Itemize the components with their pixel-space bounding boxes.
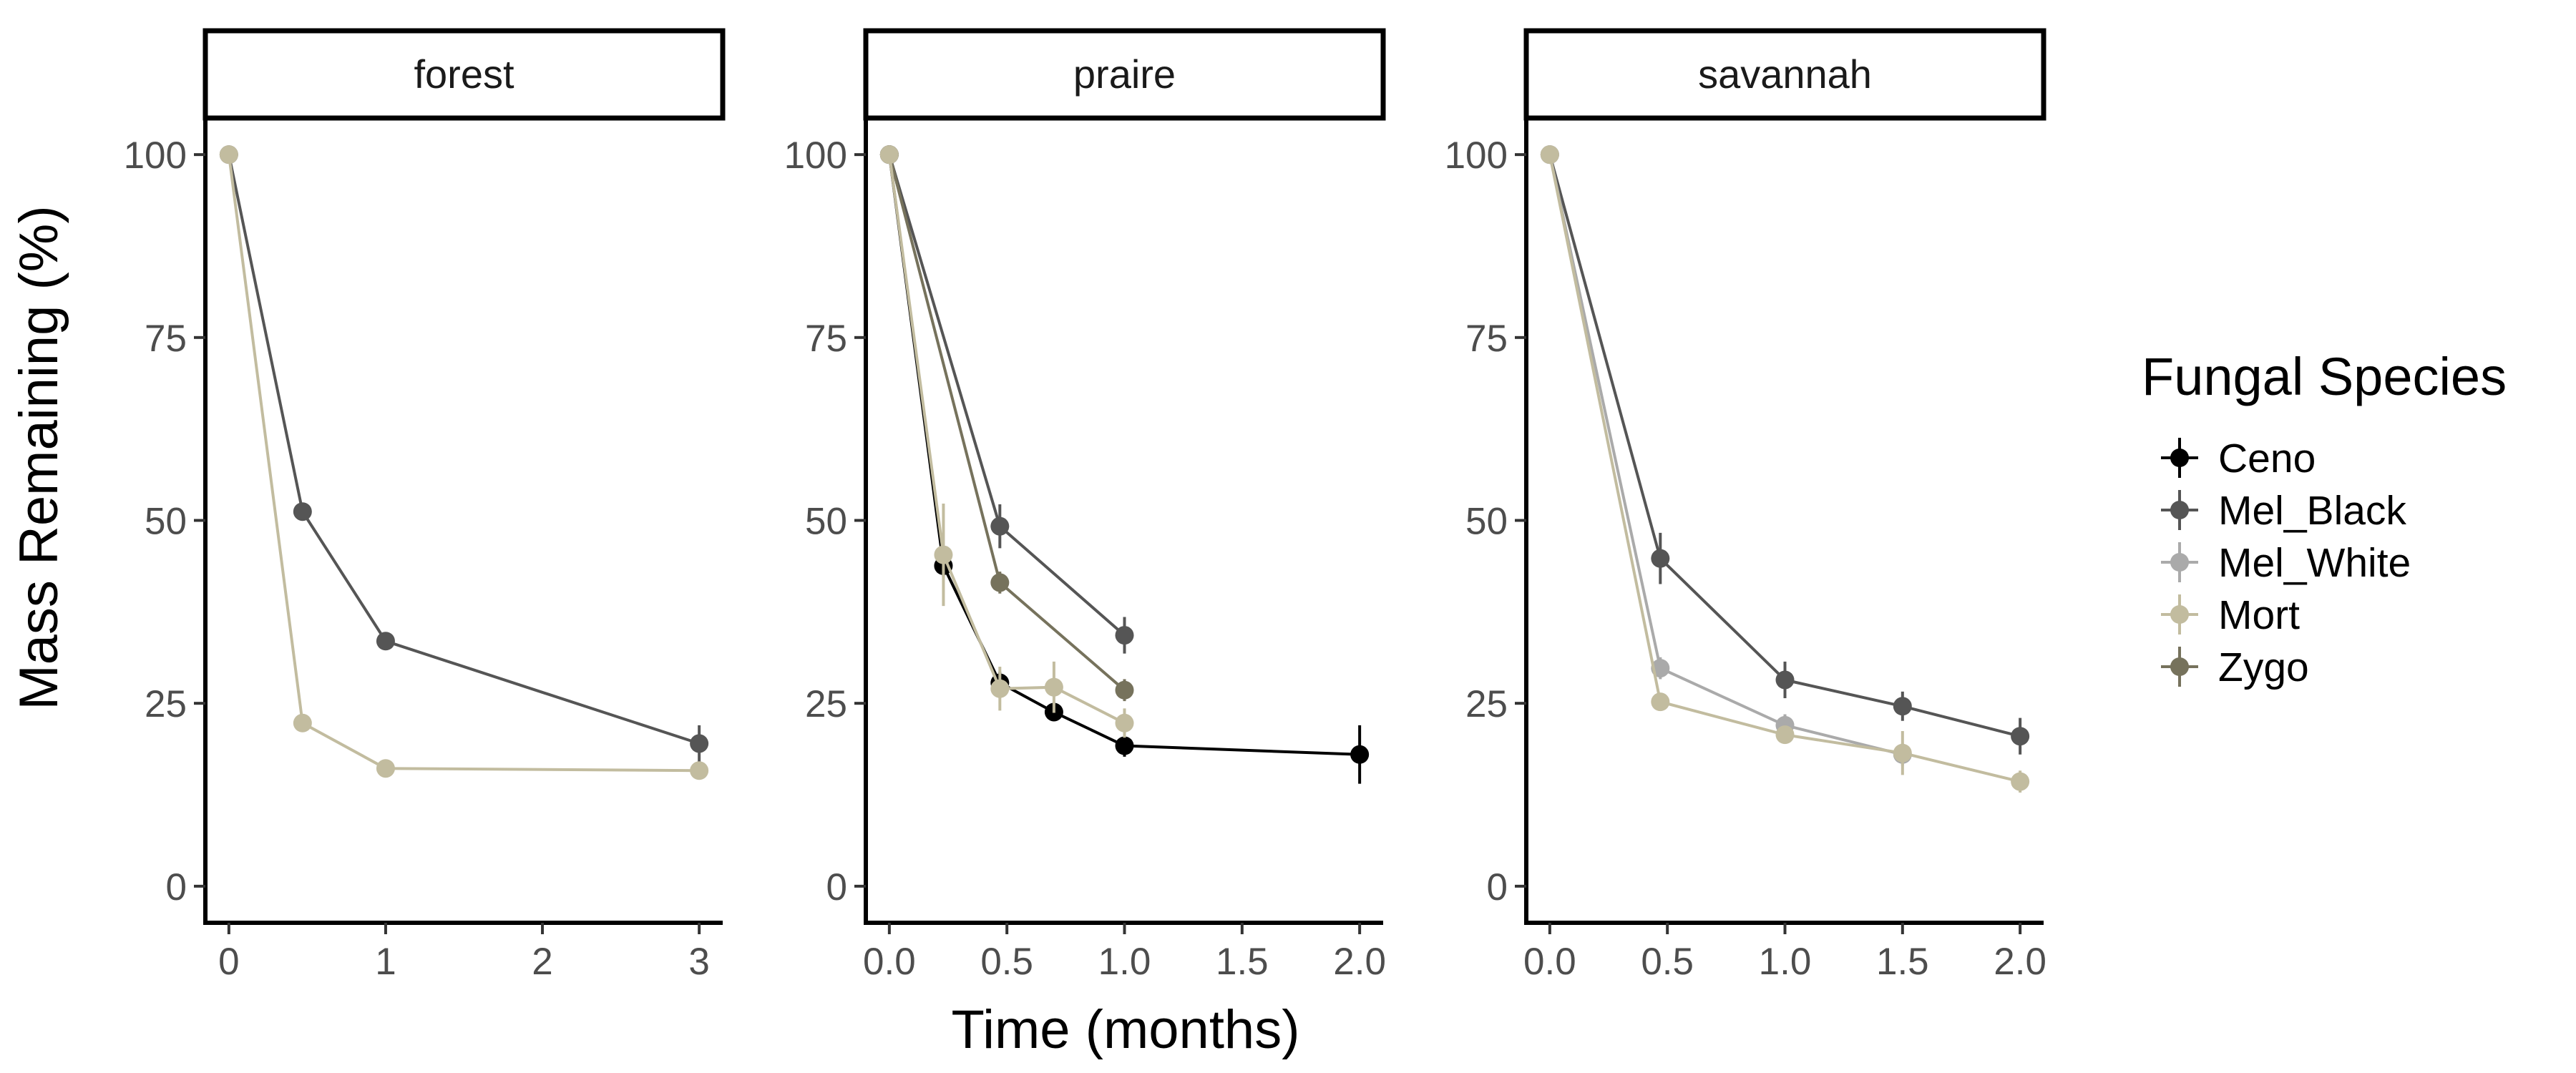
y-tick-label: 100 (124, 134, 187, 177)
y-tick-label: 0 (1487, 866, 1508, 908)
data-point (879, 145, 899, 165)
series-mel-white (1540, 145, 1912, 766)
legend-key-point (2170, 605, 2189, 624)
y-tick-label: 75 (1465, 318, 1508, 360)
y-tick-label: 0 (826, 866, 847, 908)
data-point (219, 145, 238, 165)
legend-label: Zygo (2218, 645, 2309, 690)
series-mort (1540, 145, 2030, 793)
x-tick-label: 1.5 (1216, 941, 1269, 983)
series-mel-black (219, 145, 709, 762)
data-point (934, 545, 953, 564)
legend-entry-zygo: Zygo (2161, 645, 2309, 690)
x-tick-label: 0.0 (863, 941, 916, 983)
y-tick-label: 75 (805, 318, 847, 360)
panel-savannah: savannah 0 25 50 75 100 0.0 0.5 1.0 1.5 2.0 (1445, 28, 2046, 983)
series-mort (219, 145, 709, 780)
y-tick-label: 50 (145, 501, 187, 543)
facet-strip (863, 28, 1386, 121)
data-point (2011, 727, 2030, 746)
y-tick-label: 25 (145, 683, 187, 725)
x-tick-label: 0.0 (1523, 941, 1576, 983)
legend-label: Mort (2218, 592, 2300, 638)
series-line (887, 154, 1360, 756)
data-point (1115, 713, 1134, 733)
x-tick-label: 0.5 (1641, 941, 1694, 983)
panel-forest: forest 0 25 50 75 100 0 1 2 3 (124, 28, 726, 983)
data-point (376, 632, 395, 651)
y-tick-label: 25 (805, 683, 847, 725)
series-line (227, 154, 700, 773)
series-line (887, 154, 1126, 725)
legend-entry-mort: Mort (2161, 592, 2300, 638)
x-tick-label: 1.5 (1876, 941, 1929, 983)
legend: Fungal Species Ceno Mel_Black Mel_White Mor… (2142, 347, 2507, 690)
y-tick-label: 25 (1465, 683, 1508, 725)
data-point (990, 573, 1010, 592)
x-tick-label: 2.0 (1994, 941, 2046, 983)
series-line (887, 154, 1126, 637)
y-tick-label: 100 (1445, 134, 1508, 177)
x-tick-label: 1.0 (1098, 941, 1151, 983)
legend-entry-ceno: Ceno (2161, 436, 2316, 481)
series-mort (879, 145, 1134, 738)
data-point (1540, 145, 1559, 165)
data-point (2011, 772, 2030, 791)
facet-strip-label: forest (414, 52, 514, 97)
legend-key-point (2170, 553, 2189, 572)
data-point (690, 734, 709, 753)
data-point (990, 516, 1010, 536)
y-tick-label: 0 (166, 866, 187, 908)
legend-key-point (2170, 449, 2189, 467)
data-point (1893, 743, 1912, 763)
legend-key-point (2170, 657, 2189, 676)
x-tick-label: 0 (218, 941, 239, 983)
legend-entry-mel-white: Mel_White (2161, 540, 2411, 586)
series-line (227, 154, 700, 745)
panel-praire: praire 0 25 50 75 100 0.0 0.5 1.0 1.5 2.0 (784, 28, 1386, 983)
x-axis-title: Time (months) (951, 999, 1299, 1060)
data-point (1115, 736, 1134, 755)
data-point (1044, 677, 1063, 697)
legend-label: Mel_White (2218, 540, 2411, 586)
x-tick-label: 0.5 (980, 941, 1033, 983)
data-point (293, 502, 312, 521)
facet-strip-label: savannah (1698, 52, 1872, 97)
data-point (1115, 626, 1134, 645)
legend-label: Mel_Black (2218, 488, 2406, 534)
legend-label: Ceno (2218, 436, 2316, 481)
series-line (1548, 154, 1903, 756)
y-tick-label: 50 (805, 501, 847, 543)
data-point (1775, 725, 1795, 745)
data-point (376, 759, 395, 778)
x-tick-label: 2 (532, 941, 552, 983)
legend-entry-mel-black: Mel_Black (2161, 488, 2406, 534)
series-zygo (879, 145, 1134, 702)
data-point (990, 679, 1010, 698)
data-point (1115, 680, 1134, 700)
data-point (1651, 692, 1670, 712)
series-line (1548, 154, 2021, 738)
legend-title: Fungal Species (2142, 347, 2507, 406)
facet-strip (1523, 28, 2046, 121)
x-tick-label: 2.0 (1333, 941, 1386, 983)
data-point (1651, 549, 1670, 568)
x-tick-label: 1.0 (1759, 941, 1812, 983)
facet-strip-label: praire (1073, 52, 1176, 97)
x-tick-label: 1 (375, 941, 396, 983)
x-tick-label: 3 (688, 941, 709, 983)
y-tick-label: 75 (145, 318, 187, 360)
data-point (293, 713, 312, 733)
data-point (690, 761, 709, 780)
data-point (1893, 697, 1912, 716)
data-point (1350, 745, 1370, 764)
y-tick-label: 100 (784, 134, 847, 177)
y-tick-label: 50 (1465, 501, 1508, 543)
data-point (1775, 670, 1795, 690)
y-axis-title: Mass Remaining (%) (9, 205, 69, 710)
legend-key-point (2170, 501, 2189, 519)
facet-strip (203, 28, 726, 121)
facet-panels: forest 0 25 50 75 100 0 1 2 3 praire 0 25 50 75 100 0.0 0… (124, 28, 2046, 983)
